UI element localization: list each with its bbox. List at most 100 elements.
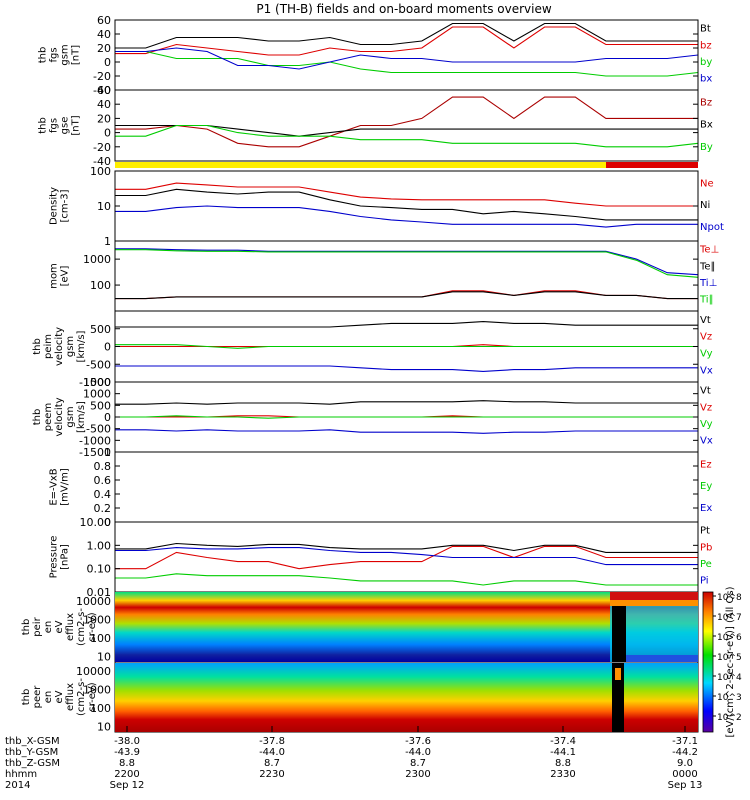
panel-background bbox=[115, 20, 698, 90]
series-line-density-0 bbox=[115, 182, 698, 207]
y-tick-label: 0.6 bbox=[94, 474, 112, 487]
x-tick-label: 8.7 bbox=[264, 758, 280, 769]
y-tick-label: 0 bbox=[104, 516, 111, 529]
panel-frame bbox=[114, 89, 699, 162]
y-tick-label: -1500 bbox=[79, 446, 111, 459]
y-tick-label: -500 bbox=[86, 423, 111, 436]
y-axis-label: thb bbox=[38, 117, 49, 134]
status-bar-yellow bbox=[115, 162, 606, 168]
y-tick-label: 1 bbox=[104, 235, 111, 248]
y-tick-label: 40 bbox=[97, 98, 111, 111]
x-tick-label: -44.2 bbox=[672, 747, 698, 758]
y-tick-label: 100 bbox=[90, 702, 111, 715]
y-axis-label: sr-eV) bbox=[87, 682, 98, 711]
series-line-fgs_gsm-1 bbox=[115, 26, 698, 56]
legend-efield-Ez: Ez bbox=[700, 459, 712, 470]
legend-peem_velocity-Vx: Vx bbox=[700, 436, 713, 447]
legend-peim_velocity-Vx: Vx bbox=[700, 366, 713, 377]
x-row-label: thb_Z-GSM bbox=[5, 758, 60, 769]
legend-temperature-Ti∥: Ti∥ bbox=[699, 295, 714, 306]
x-tick-label: 8.8 bbox=[119, 758, 135, 769]
y-axis-label: thb bbox=[21, 689, 32, 706]
legend-pressure-Pe: Pe bbox=[700, 559, 712, 570]
y-tick-label: 10.00 bbox=[80, 516, 112, 529]
colorbar-label: [eV/(cm^2-sec-sr-eV)] (All Qs) bbox=[725, 586, 736, 737]
x-tick-label: 2330 bbox=[550, 769, 575, 780]
legend-fgs_gsm-Bt: Bt bbox=[700, 24, 711, 35]
panel-efield: 00.20.40.60.81 E=-VxB [mV/m] Ez Ey Ex bbox=[49, 446, 713, 529]
y-axis-label: [km/s] bbox=[76, 330, 87, 362]
y-axis-label: thb bbox=[21, 619, 32, 636]
series-line-fgs_gse-2 bbox=[115, 124, 699, 148]
series-line-pressure-2 bbox=[115, 573, 698, 586]
legend-temperature-Ti⊥: Ti⊥ bbox=[699, 278, 717, 289]
x-axis-labels: thb_X-GSM -38.0 -37.8 -37.6 -37.4 -37.1 thb_Y-… bbox=[5, 726, 702, 791]
legend-pressure-Pb: Pb bbox=[700, 542, 712, 553]
y-tick-label: -1000 bbox=[79, 376, 111, 389]
y-tick-label: 10000 bbox=[76, 595, 111, 608]
legend-pressure-Pt: Pt bbox=[700, 526, 710, 537]
y-axis-label: thb bbox=[38, 47, 49, 64]
y-tick-label: 20 bbox=[97, 42, 111, 55]
y-axis-label: Pressure bbox=[49, 536, 60, 579]
legend-peim_velocity-Vy: Vy bbox=[700, 349, 713, 360]
y-tick-label: -1000 bbox=[79, 434, 111, 447]
colorbar-tick-label: 10^2 bbox=[717, 713, 742, 723]
legend-peim_velocity-Vt: Vt bbox=[700, 315, 711, 326]
x-tick-label: 8.7 bbox=[410, 758, 426, 769]
panel-background bbox=[115, 522, 698, 592]
x-tick-label: -37.8 bbox=[259, 736, 285, 747]
y-axis-label: mom bbox=[49, 263, 60, 289]
legend-fgs_gsm-bz: bz bbox=[700, 40, 712, 51]
y-axis-label: E=-VxB bbox=[49, 468, 60, 505]
y-tick-label: 1000 bbox=[83, 613, 111, 626]
legend-fgs_gsm-by: by bbox=[700, 57, 712, 68]
x-tick-label: -37.4 bbox=[550, 736, 576, 747]
y-tick-label: 0 bbox=[104, 411, 111, 424]
y-axis-label: [cm-3] bbox=[60, 189, 71, 222]
y-tick-label: 0 bbox=[104, 56, 111, 69]
y-axis-label: [eV] bbox=[60, 266, 71, 287]
legend-efield-Ey: Ey bbox=[700, 481, 712, 492]
y-axis-label: efflux bbox=[65, 613, 76, 641]
y-tick-label: 0.01 bbox=[87, 586, 112, 599]
y-tick-label: 100 bbox=[90, 279, 111, 292]
chart-title: P1 (TH-B) fields and on-board moments ov… bbox=[256, 2, 552, 16]
y-tick-label: 500 bbox=[90, 323, 111, 336]
x-tick-label: -38.0 bbox=[114, 736, 140, 747]
x-tick-label: -44.1 bbox=[550, 747, 576, 758]
y-tick-label: 40 bbox=[97, 28, 111, 41]
y-tick-label: 1000 bbox=[83, 253, 111, 266]
y-tick-label: 10 bbox=[97, 650, 111, 663]
legend-density-Ne: Ne bbox=[700, 178, 714, 189]
y-axis-label: thb bbox=[32, 409, 43, 426]
series-line-pressure-1 bbox=[115, 545, 698, 570]
y-axis-label: eV bbox=[54, 690, 65, 703]
colorbar-tick-label: 10^8 bbox=[717, 593, 742, 603]
status-bar-red bbox=[606, 162, 698, 168]
colorbar-tick-label: 10^4 bbox=[717, 673, 742, 683]
y-axis-label: gse bbox=[60, 117, 71, 135]
legend-fgs_gse-Bx: Bx bbox=[700, 120, 713, 131]
series-line-peim_velocity-2 bbox=[115, 344, 698, 349]
y-tick-label: 1000 bbox=[83, 683, 111, 696]
y-tick-label: 0.2 bbox=[94, 502, 112, 515]
legend-fgs_gsm-bx: bx bbox=[700, 74, 712, 85]
y-tick-label: 0.4 bbox=[94, 488, 112, 501]
peir-spectrogram-image bbox=[115, 592, 698, 662]
y-tick-label: 10 bbox=[97, 720, 111, 733]
y-axis-label: [nT] bbox=[71, 45, 82, 65]
y-axis-label: velocity bbox=[54, 327, 65, 366]
y-tick-label: 100 bbox=[90, 165, 111, 178]
y-tick-label: 0 bbox=[104, 127, 111, 140]
x-tick-label: -44.0 bbox=[405, 747, 431, 758]
panel-peim_velocity: -1000 -500 0 500 thb peim velocity gsm [km/s] Vt V… bbox=[32, 310, 713, 389]
x-row-label: hhmm bbox=[5, 769, 37, 780]
y-tick-label: 500 bbox=[90, 399, 111, 412]
series-line-temperature-3 bbox=[115, 249, 699, 278]
series-line-fgs_gsm-0 bbox=[115, 22, 698, 49]
